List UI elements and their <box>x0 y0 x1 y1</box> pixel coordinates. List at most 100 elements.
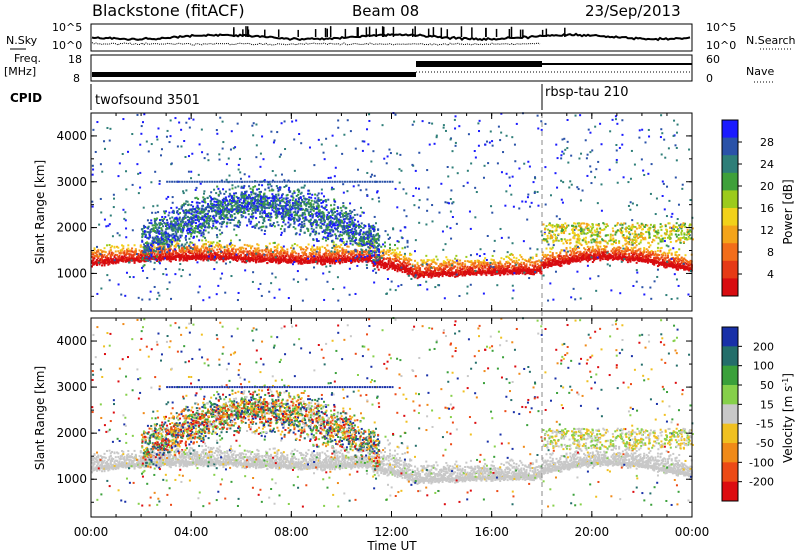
power-cell <box>202 246 205 249</box>
power-cell <box>430 275 433 278</box>
power-cell <box>511 271 514 274</box>
power-cell <box>465 270 468 273</box>
power-cell <box>233 255 236 258</box>
power-cell <box>357 257 360 260</box>
power-cell <box>351 250 354 253</box>
power-cell <box>446 265 449 268</box>
power-cell <box>580 252 583 255</box>
power-cell <box>409 267 412 270</box>
power-cell <box>239 256 242 259</box>
power-cell <box>455 270 458 273</box>
power-cell <box>571 255 574 258</box>
power-cell <box>407 273 410 276</box>
power-cell <box>113 256 116 259</box>
power-cell <box>575 244 578 247</box>
power-cell <box>439 263 442 266</box>
power-cell <box>291 255 294 258</box>
power-cell <box>153 255 156 258</box>
power-cell <box>462 272 465 275</box>
power-cell <box>595 257 598 260</box>
power-cell <box>470 269 473 272</box>
power-cell <box>561 249 564 252</box>
power-cell <box>365 248 368 251</box>
power-cell <box>515 261 518 264</box>
power-cell <box>537 267 540 270</box>
power-cell <box>131 257 134 260</box>
power-cell <box>121 259 124 262</box>
power-cell <box>499 265 502 268</box>
power-cell <box>247 256 250 259</box>
power-cell <box>291 199 294 202</box>
power-cell <box>109 249 112 252</box>
power-cell <box>169 255 172 258</box>
power-cell <box>159 258 162 261</box>
power-cell <box>502 273 505 276</box>
power-cell <box>177 255 180 258</box>
power-cell <box>477 259 480 262</box>
power-cell <box>427 275 430 278</box>
power-cell <box>265 258 268 261</box>
power-cell <box>239 254 242 257</box>
power-cell <box>470 267 473 270</box>
power-cell <box>412 268 415 271</box>
power-cell <box>391 251 394 254</box>
power-cell <box>300 261 303 264</box>
power-cell <box>187 250 190 253</box>
power-cell <box>107 253 110 256</box>
power-cell <box>169 252 172 255</box>
power-cell <box>297 255 300 258</box>
power-cell <box>456 266 459 269</box>
power-cell <box>546 253 549 256</box>
power-cell <box>484 257 487 260</box>
power-cell <box>207 249 210 252</box>
power-cell <box>366 261 369 264</box>
power-cell <box>434 275 437 278</box>
power-cell <box>546 262 549 265</box>
power-cell <box>419 272 422 275</box>
power-cell <box>310 248 313 251</box>
power-cell <box>96 258 99 261</box>
power-cell <box>386 265 389 268</box>
power-cell <box>313 261 316 264</box>
power-cell <box>456 268 459 271</box>
power-cell <box>270 260 273 263</box>
power-cell <box>285 258 288 261</box>
power-cell <box>367 260 370 263</box>
power-cell <box>495 267 498 270</box>
power-cell <box>94 261 97 264</box>
power-cell <box>340 255 343 258</box>
power-cell <box>318 249 321 252</box>
power-cell <box>260 254 263 257</box>
power-cell <box>174 250 177 253</box>
power-cell <box>332 243 335 246</box>
power-cell <box>410 268 413 271</box>
power-cell <box>278 255 281 258</box>
power-cell <box>396 253 399 256</box>
power-cell <box>430 270 433 273</box>
power-cell <box>585 256 588 259</box>
power-cell <box>472 272 475 275</box>
power-cell <box>172 253 175 256</box>
power-cell <box>124 253 127 256</box>
power-cell <box>509 269 512 272</box>
power-cell <box>455 275 458 278</box>
power-cell <box>350 261 353 264</box>
power-cell <box>469 269 472 272</box>
power-cell <box>296 257 299 260</box>
power-cell <box>619 246 622 249</box>
power-cell <box>446 270 449 273</box>
power-cell <box>217 251 220 254</box>
power-cell <box>303 252 306 255</box>
power-cell <box>570 251 573 254</box>
power-cell <box>116 254 119 257</box>
power-cell <box>336 245 339 248</box>
power-cell <box>449 269 452 272</box>
power-cell <box>357 258 360 261</box>
power-cell <box>669 248 672 251</box>
power-cell <box>127 250 130 253</box>
power-cell <box>512 269 515 272</box>
power-cell <box>331 262 334 265</box>
power-cell <box>123 250 126 253</box>
power-cell <box>93 247 96 250</box>
power-cell <box>377 268 380 271</box>
